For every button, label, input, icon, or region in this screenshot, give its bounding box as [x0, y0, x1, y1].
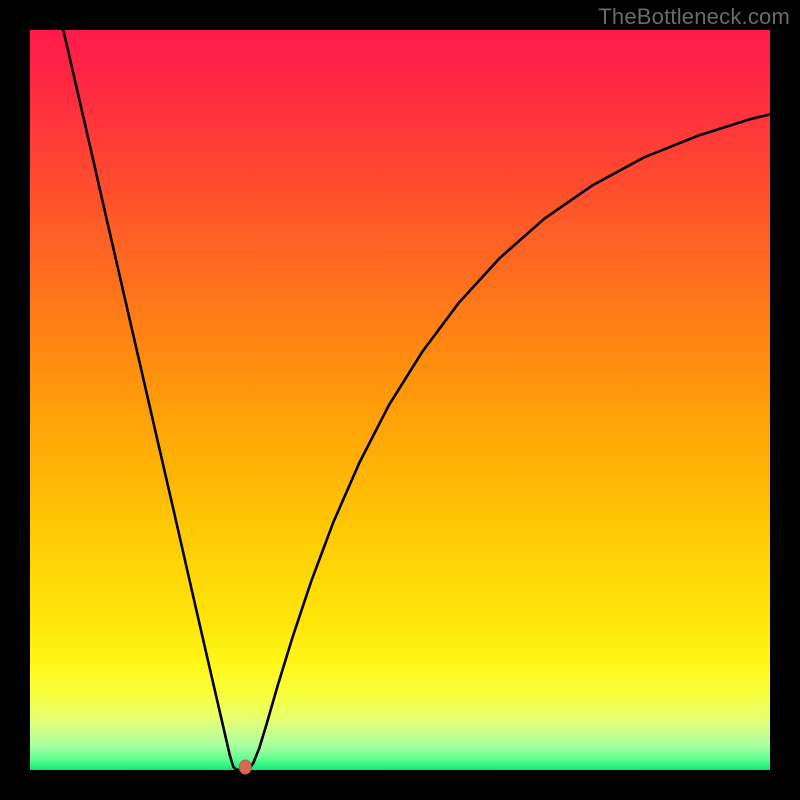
chart-container: TheBottleneck.com	[0, 0, 800, 800]
watermark-text: TheBottleneck.com	[598, 4, 790, 30]
plot-area	[30, 30, 770, 770]
